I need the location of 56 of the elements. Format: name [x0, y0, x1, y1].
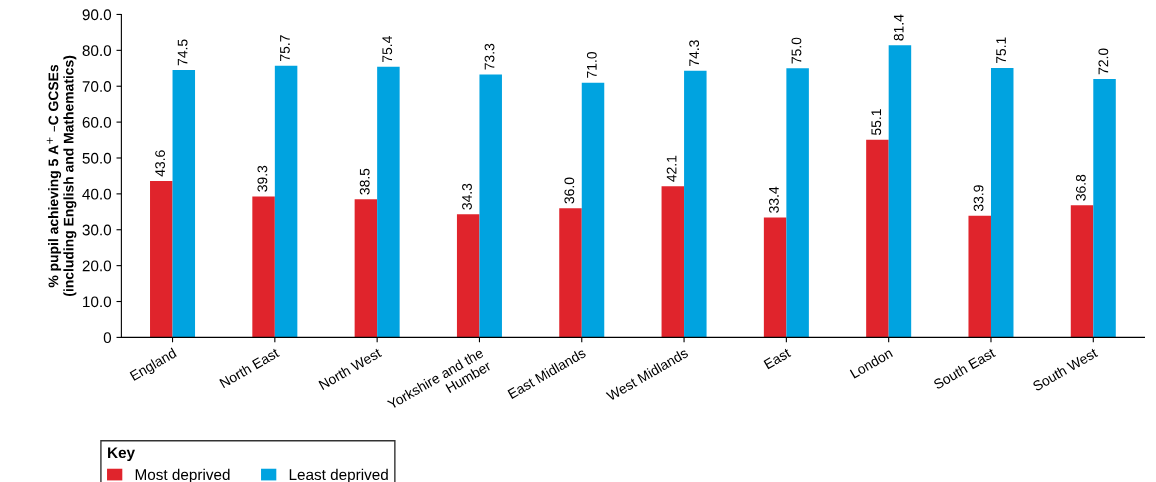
bar: [377, 66, 400, 338]
bar: [990, 67, 1014, 338]
data-label: 43.6: [155, 150, 166, 177]
data-label: 73.3: [484, 43, 495, 70]
y-tick-label: 10.0: [83, 296, 112, 308]
bar: [172, 70, 196, 338]
bar: [559, 208, 582, 338]
y-tick-label: 70.0: [82, 81, 112, 92]
bar: [274, 65, 298, 338]
y-tick-label: 60.0: [82, 116, 112, 128]
data-label: 75.7: [280, 35, 290, 61]
data-label: 42.1: [666, 155, 677, 182]
bar: [786, 68, 809, 338]
x-tick-label: North West: [318, 347, 383, 390]
y-tick-label: 30.0: [82, 224, 112, 236]
data-label: 39.3: [257, 165, 268, 192]
bar: [1093, 79, 1116, 338]
bar: [150, 180, 173, 338]
bar: [661, 186, 685, 338]
bar: [684, 70, 707, 338]
y-axis-title: % pupil achieving 5 A$^{+}$ –C GCSEs (including English and Mathematics): [46, 55, 77, 296]
y-tick-label: 0: [103, 332, 112, 344]
data-label: 34.3: [462, 183, 472, 210]
bar: [479, 74, 502, 338]
legend-title: Key: [108, 447, 135, 462]
data-label: 72.0: [1098, 48, 1109, 75]
y-tick-label: 20.0: [82, 260, 112, 272]
data-label: 74.5: [177, 39, 188, 66]
data-label: 71.0: [586, 51, 597, 78]
bar: [354, 199, 378, 338]
bar: [968, 215, 991, 338]
bar: [888, 45, 912, 338]
x-tick-label: South East: [932, 347, 996, 390]
y-tick-label: 40.0: [82, 188, 112, 200]
data-label: 75.0: [791, 37, 802, 64]
y-tick-label: 50.0: [82, 152, 112, 164]
y-tick-label: 80.0: [82, 45, 112, 57]
x-tick-label: North East: [219, 347, 280, 389]
y-tick-label: 90.0: [82, 9, 112, 21]
data-label: 75.4: [382, 36, 393, 62]
bar: [1070, 205, 1094, 338]
bar: [763, 217, 787, 338]
data-label: 33.9: [973, 185, 984, 212]
data-label: 75.1: [996, 37, 1006, 64]
bar: [252, 196, 275, 338]
data-label: 36.8: [1075, 174, 1086, 201]
bar: [866, 139, 889, 338]
data-label: 38.5: [359, 168, 370, 195]
bar: [456, 214, 480, 338]
data-label: 36.0: [564, 177, 575, 204]
x-tick-label: East: [763, 347, 792, 370]
data-label: 33.4: [769, 186, 779, 213]
data-label: 81.4: [893, 14, 904, 41]
data-label: 74.3: [689, 40, 700, 66]
bar: [581, 82, 605, 338]
data-label: 55.1: [871, 109, 882, 135]
